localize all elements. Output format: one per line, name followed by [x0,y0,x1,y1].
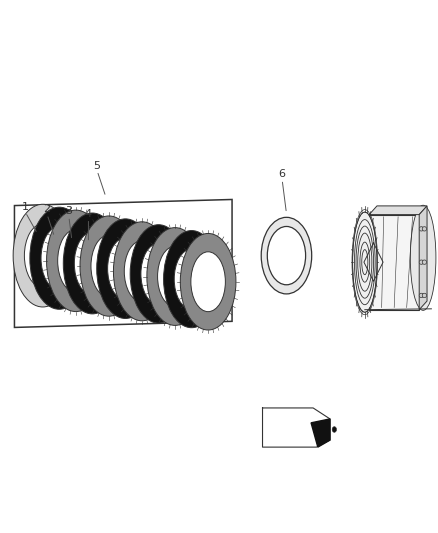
Ellipse shape [30,207,88,309]
Ellipse shape [163,231,219,328]
Ellipse shape [41,227,78,290]
Ellipse shape [97,219,154,319]
Ellipse shape [174,249,209,309]
Ellipse shape [422,260,427,264]
Ellipse shape [332,426,336,432]
Ellipse shape [158,246,193,307]
Text: 2: 2 [43,204,51,214]
Ellipse shape [108,238,143,300]
Ellipse shape [25,224,61,287]
Ellipse shape [58,229,94,292]
Text: 6: 6 [279,169,286,180]
Text: 4: 4 [85,208,92,219]
Ellipse shape [91,235,127,297]
Ellipse shape [353,212,377,312]
Ellipse shape [124,240,160,302]
Bar [369,215,419,310]
Polygon shape [419,206,427,310]
Ellipse shape [419,227,424,231]
Text: 3: 3 [65,206,72,216]
Polygon shape [311,419,330,447]
Ellipse shape [261,217,312,294]
Ellipse shape [80,216,138,316]
Ellipse shape [410,205,436,310]
Polygon shape [369,206,427,215]
Ellipse shape [13,204,72,307]
Ellipse shape [422,227,427,231]
Ellipse shape [74,232,110,295]
Text: 5: 5 [94,161,101,171]
Ellipse shape [46,210,105,312]
Text: 1: 1 [22,202,29,212]
Ellipse shape [419,260,424,264]
Ellipse shape [63,213,121,314]
Ellipse shape [422,293,427,297]
Ellipse shape [180,233,236,330]
Ellipse shape [147,228,203,326]
Ellipse shape [113,222,170,321]
Ellipse shape [419,293,424,297]
Ellipse shape [267,227,306,285]
Ellipse shape [141,244,176,304]
Ellipse shape [191,252,226,312]
Ellipse shape [130,225,187,323]
